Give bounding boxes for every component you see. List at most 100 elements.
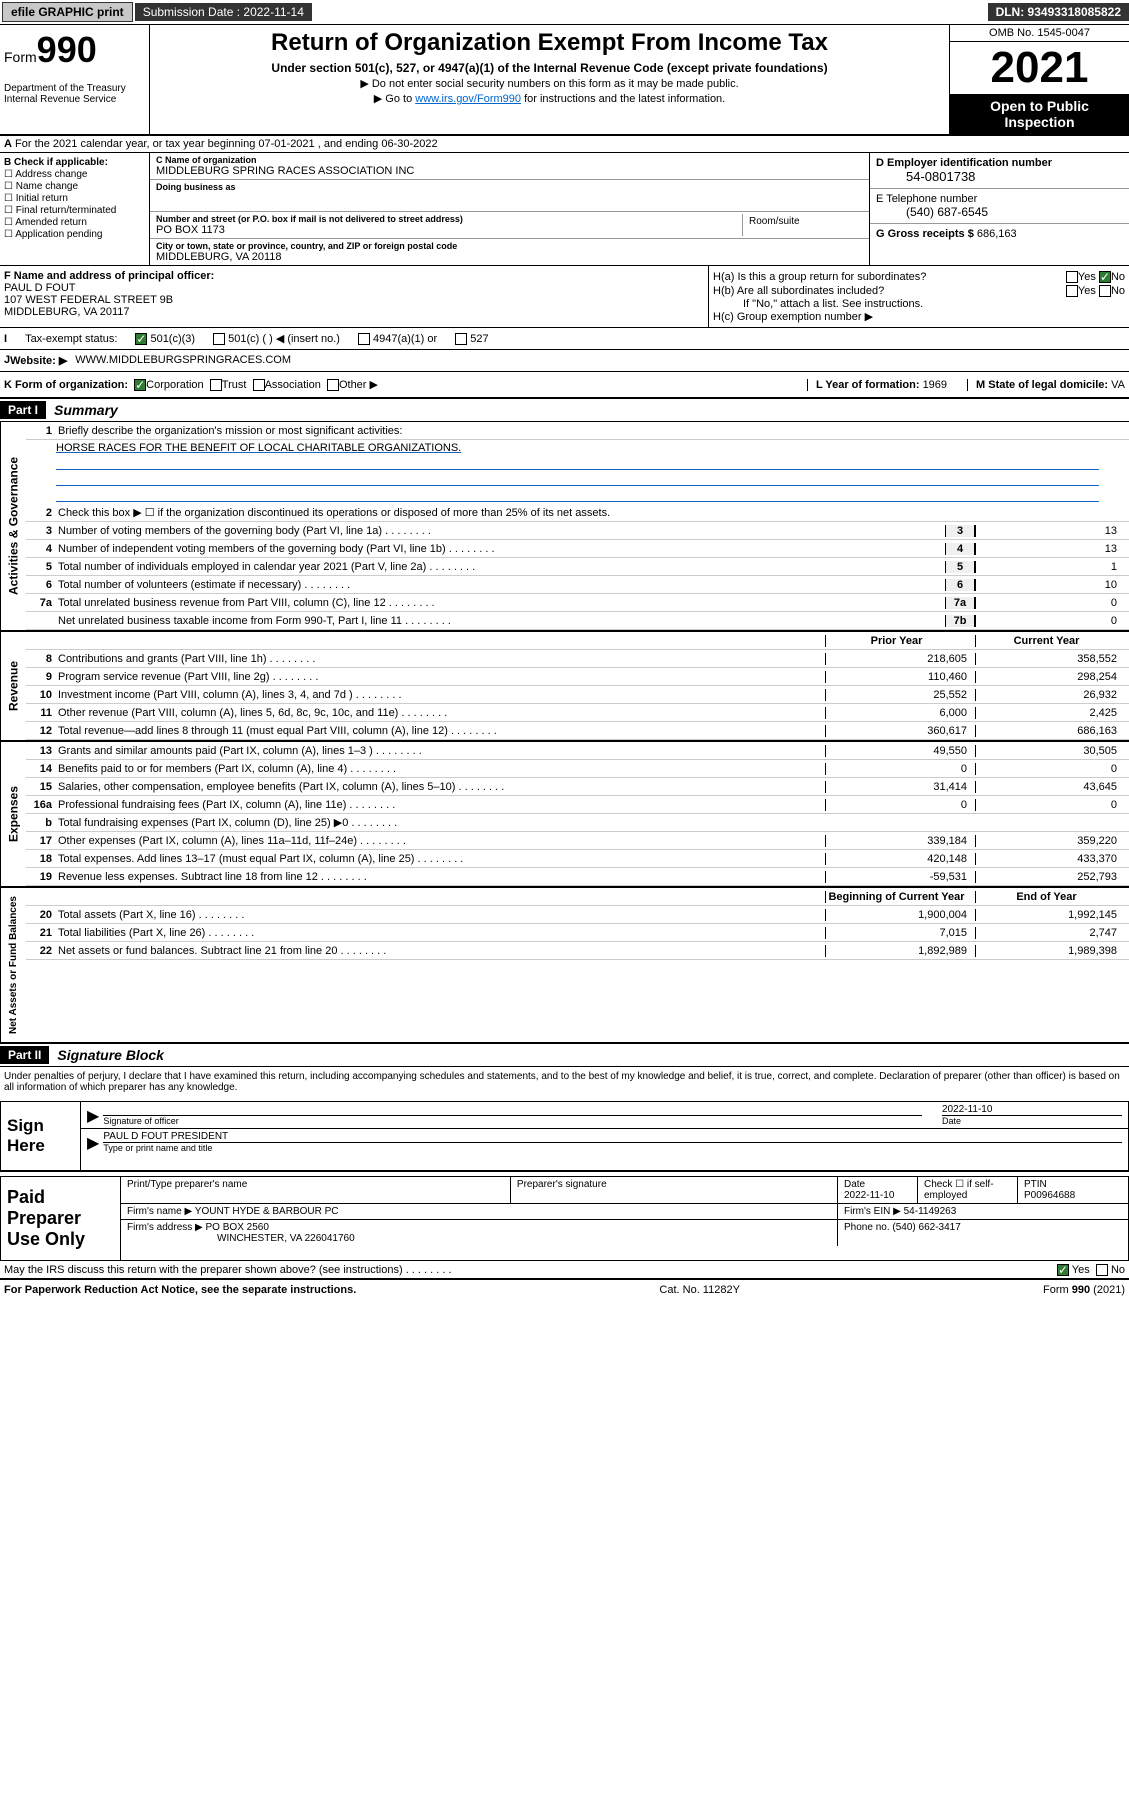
street: PO BOX 1173: [156, 224, 742, 236]
street-label: Number and street (or P.O. box if mail i…: [156, 214, 742, 224]
room-suite-label: Room/suite: [743, 214, 863, 236]
chk-address-change[interactable]: ☐ Address change: [4, 169, 145, 180]
dln-label: DLN: 93493318085822: [988, 3, 1129, 21]
sig-date-label: Date: [942, 1115, 1122, 1126]
vtab-governance: Activities & Governance: [0, 422, 26, 630]
officer-addr1: 107 WEST FEDERAL STREET 9B: [4, 294, 173, 306]
hb-no[interactable]: [1099, 285, 1111, 297]
firm-addr2: WINCHESTER, VA 226041760: [127, 1233, 355, 1244]
ein-label: D Employer identification number: [876, 157, 1052, 169]
open-to-public: Open to Public Inspection: [950, 94, 1129, 134]
summary-governance: Activities & Governance 1Briefly describ…: [0, 422, 1129, 632]
ha-label: H(a) Is this a group return for subordin…: [713, 271, 926, 283]
penalty-text: Under penalties of perjury, I declare th…: [0, 1067, 1129, 1097]
chk-assoc[interactable]: [253, 379, 265, 391]
chk-501c[interactable]: [213, 333, 225, 345]
name-arrow-icon: ▶: [87, 1133, 99, 1153]
vtab-revenue: Revenue: [0, 632, 26, 740]
section-bcde: B Check if applicable: ☐ Address change …: [0, 153, 1129, 266]
form-header: Form990 Department of the Treasury Inter…: [0, 25, 1129, 136]
sig-officer-label: Signature of officer: [103, 1115, 922, 1126]
sign-here-label: Sign Here: [1, 1102, 81, 1170]
part2-header: Part II Signature Block: [0, 1044, 1129, 1067]
state-domicile: VA: [1111, 379, 1125, 391]
chk-4947[interactable]: [358, 333, 370, 345]
section-fgh: F Name and address of principal officer:…: [0, 266, 1129, 328]
ha-yes[interactable]: [1066, 271, 1078, 283]
officer-name: PAUL D FOUT: [4, 282, 76, 294]
phone-label: E Telephone number: [876, 193, 977, 205]
row-j-website: J Website: ▶ WWW.MIDDLEBURGSPRINGRACES.C…: [0, 350, 1129, 372]
chk-name-change[interactable]: ☐ Name change: [4, 181, 145, 192]
org-name: MIDDLEBURG SPRING RACES ASSOCIATION INC: [156, 165, 863, 177]
row-a-tax-year: A For the 2021 calendar year, or tax yea…: [0, 136, 1129, 153]
prep-date: 2022-11-10: [844, 1190, 894, 1201]
city-label: City or town, state or province, country…: [156, 241, 863, 251]
officer-label: F Name and address of principal officer:: [4, 270, 214, 282]
ptin-value: P00964688: [1024, 1190, 1075, 1201]
year-formation: 1969: [923, 379, 947, 391]
paid-preparer-section: Paid Preparer Use Only Print/Type prepar…: [0, 1176, 1129, 1261]
footer-mid: Cat. No. 11282Y: [659, 1284, 740, 1296]
form-title: Return of Organization Exempt From Incom…: [158, 29, 941, 57]
summary-expenses: Expenses 13Grants and similar amounts pa…: [0, 742, 1129, 888]
may-discuss: May the IRS discuss this return with the…: [4, 1264, 975, 1276]
firm-ein: 54-1149263: [904, 1206, 957, 1217]
vtab-expenses: Expenses: [0, 742, 26, 886]
hb-yes[interactable]: [1066, 285, 1078, 297]
ha-no[interactable]: [1099, 271, 1111, 283]
chk-amended[interactable]: ☐ Amended return: [4, 217, 145, 228]
tax-year: 2021: [950, 42, 1129, 94]
efile-button[interactable]: efile GRAPHIC print: [2, 2, 133, 22]
sig-date: 2022-11-10: [942, 1104, 1122, 1115]
footer-left: For Paperwork Reduction Act Notice, see …: [4, 1284, 356, 1296]
form-number: Form990: [4, 29, 145, 71]
chk-501c3[interactable]: [135, 333, 147, 345]
chk-527[interactable]: [455, 333, 467, 345]
discuss-yes[interactable]: [1057, 1264, 1069, 1276]
department-label: Department of the Treasury Internal Reve…: [4, 83, 145, 105]
line2: Check this box ▶ ☐ if the organization d…: [58, 506, 1125, 519]
chk-application-pending[interactable]: ☐ Application pending: [4, 229, 145, 240]
irs-link[interactable]: www.irs.gov/Form990: [415, 93, 521, 105]
line1-label: Briefly describe the organization's miss…: [58, 425, 1125, 437]
name-label: Type or print name and title: [103, 1142, 1122, 1153]
firm-addr1: PO BOX 2560: [206, 1222, 269, 1233]
form-subtitle: Under section 501(c), 527, or 4947(a)(1)…: [158, 61, 941, 75]
chk-corp[interactable]: [134, 379, 146, 391]
sign-here-section: Sign Here ▶ Signature of officer 2022-11…: [0, 1101, 1129, 1172]
prior-year-hdr: Prior Year: [825, 635, 975, 647]
note-link: ▶ Go to www.irs.gov/Form990 for instruct…: [158, 92, 941, 105]
gross-value: 686,163: [977, 228, 1017, 240]
submission-date: Submission Date : 2022-11-14: [135, 3, 312, 21]
col-b-checkboxes: B Check if applicable: ☐ Address change …: [0, 153, 150, 265]
chk-initial-return[interactable]: ☐ Initial return: [4, 193, 145, 204]
chk-other[interactable]: [327, 379, 339, 391]
chk-final-return[interactable]: ☐ Final return/terminated: [4, 205, 145, 216]
prep-sig-label: Preparer's signature: [511, 1177, 838, 1203]
phone-value: (540) 687-6545: [876, 205, 1123, 219]
prep-self-employed: Check ☐ if self-employed: [918, 1177, 1018, 1203]
firm-name: YOUNT HYDE & BARBOUR PC: [195, 1206, 339, 1217]
note-ssn: ▶ Do not enter social security numbers o…: [158, 77, 941, 90]
summary-netassets: Net Assets or Fund Balances Beginning of…: [0, 888, 1129, 1044]
chk-trust[interactable]: [210, 379, 222, 391]
discuss-no[interactable]: [1096, 1264, 1108, 1276]
paid-preparer-label: Paid Preparer Use Only: [1, 1177, 121, 1260]
footer-right: Form 990 (2021): [1043, 1284, 1125, 1296]
col-d-ein: D Employer identification number 54-0801…: [869, 153, 1129, 265]
topbar: efile GRAPHIC print Submission Date : 20…: [0, 0, 1129, 25]
org-name-label: C Name of organization: [156, 155, 863, 165]
dba-label: Doing business as: [156, 182, 863, 192]
gross-label: G Gross receipts $: [876, 228, 974, 240]
city: MIDDLEBURG, VA 20118: [156, 251, 863, 263]
vtab-netassets: Net Assets or Fund Balances: [0, 888, 26, 1042]
page-footer: For Paperwork Reduction Act Notice, see …: [0, 1279, 1129, 1300]
beg-year-hdr: Beginning of Current Year: [825, 891, 975, 903]
officer-addr2: MIDDLEBURG, VA 20117: [4, 306, 130, 318]
col-c-org-info: C Name of organization MIDDLEBURG SPRING…: [150, 153, 869, 265]
omb-number: OMB No. 1545-0047: [950, 25, 1129, 42]
hc-label: H(c) Group exemption number ▶: [713, 310, 1125, 323]
hb-note: If "No," attach a list. See instructions…: [713, 298, 1125, 310]
end-year-hdr: End of Year: [975, 891, 1125, 903]
